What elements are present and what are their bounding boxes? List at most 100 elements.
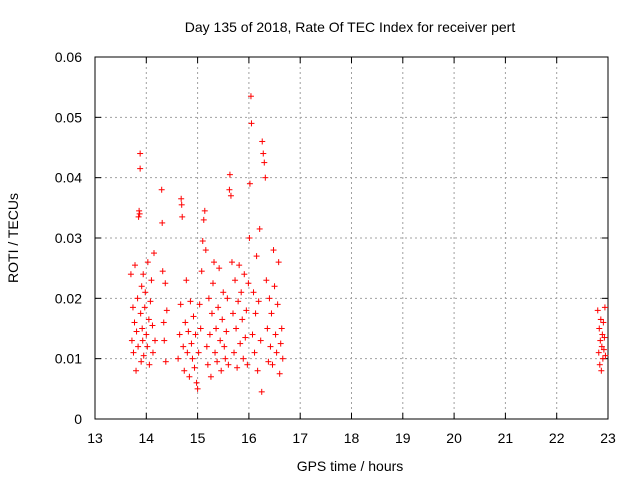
x-tick-label: 21 xyxy=(498,430,514,446)
x-tick-label: 15 xyxy=(190,430,206,446)
data-point xyxy=(224,295,231,302)
x-tick-label: 23 xyxy=(600,430,616,446)
data-point xyxy=(139,337,146,344)
data-point xyxy=(177,301,184,308)
data-point xyxy=(150,250,157,257)
data-point xyxy=(600,319,607,326)
data-point xyxy=(144,259,151,266)
data-point xyxy=(270,247,277,254)
data-point xyxy=(231,349,238,356)
data-point xyxy=(159,219,166,226)
y-tick-label: 0.01 xyxy=(55,351,82,367)
data-point xyxy=(256,225,263,232)
grid xyxy=(95,57,608,419)
data-point xyxy=(249,331,256,338)
data-point xyxy=(602,352,609,359)
data-point xyxy=(217,337,224,344)
data-point xyxy=(197,325,204,332)
data-point xyxy=(194,385,201,392)
data-point xyxy=(206,331,213,338)
y-axis-title: ROTI / TECUs xyxy=(5,193,21,283)
data-point xyxy=(594,307,601,314)
data-point xyxy=(137,310,144,317)
data-point xyxy=(145,316,152,323)
data-point xyxy=(131,319,138,326)
x-tick-label: 16 xyxy=(241,430,257,446)
data-point xyxy=(205,295,212,302)
x-tick-label: 13 xyxy=(87,430,103,446)
data-point xyxy=(237,340,244,347)
data-point xyxy=(220,289,227,296)
data-point xyxy=(279,355,286,362)
data-point xyxy=(152,337,159,344)
data-point xyxy=(196,301,203,308)
y-axis: 0 0.01 0.02 0.03 0.04 0.05 0.06 xyxy=(55,49,608,427)
data-point xyxy=(215,304,222,311)
data-point xyxy=(598,367,605,374)
data-point xyxy=(597,316,604,323)
data-point xyxy=(178,195,185,202)
y-tick-label: 0.06 xyxy=(55,49,82,65)
data-point xyxy=(198,268,205,275)
data-point xyxy=(227,192,234,199)
data-point xyxy=(211,259,218,266)
data-point xyxy=(179,213,186,220)
data-point xyxy=(199,238,206,245)
data-point xyxy=(208,310,215,317)
data-point xyxy=(267,343,274,350)
data-point xyxy=(232,277,239,284)
data-point xyxy=(258,388,265,395)
data-point xyxy=(247,93,254,100)
data-point xyxy=(600,346,607,353)
data-point xyxy=(193,379,200,386)
data-point xyxy=(214,358,221,365)
data-point xyxy=(596,361,603,368)
data-point xyxy=(132,262,139,269)
data-point xyxy=(134,295,141,302)
data-point xyxy=(254,367,261,374)
data-point xyxy=(218,367,225,374)
data-point xyxy=(181,367,188,374)
x-tick-label: 17 xyxy=(292,430,308,446)
data-point xyxy=(137,150,144,157)
data-point xyxy=(269,361,276,368)
data-point xyxy=(276,370,283,377)
y-tick-label: 0.02 xyxy=(55,290,82,306)
data-point xyxy=(275,259,282,266)
data-point xyxy=(133,367,140,374)
x-tick-label: 20 xyxy=(446,430,462,446)
data-point xyxy=(248,120,255,127)
data-point xyxy=(246,180,253,187)
data-point xyxy=(219,316,226,323)
data-point xyxy=(212,349,219,356)
data-point xyxy=(185,328,192,335)
data-point xyxy=(183,277,190,284)
data-point xyxy=(207,373,214,380)
data-point xyxy=(129,304,136,311)
data-point xyxy=(201,207,208,214)
data-point xyxy=(175,355,182,362)
data-point xyxy=(599,331,606,338)
data-point xyxy=(161,337,168,344)
chart-title: Day 135 of 2018, Rate Of TEC Index for r… xyxy=(185,19,516,35)
data-point xyxy=(147,298,154,305)
data-point xyxy=(235,298,242,305)
data-point xyxy=(223,328,230,335)
data-point xyxy=(143,331,150,338)
data-point xyxy=(225,361,232,368)
data-point xyxy=(191,364,198,371)
data-point xyxy=(259,138,266,145)
data-point xyxy=(188,340,195,347)
data-point xyxy=(127,271,134,278)
data-point xyxy=(192,331,199,338)
data-point xyxy=(599,355,606,362)
data-point xyxy=(264,325,271,332)
data-point xyxy=(238,289,245,296)
data-point xyxy=(146,361,153,368)
data-point xyxy=(135,343,142,350)
data-point xyxy=(216,265,223,272)
data-point xyxy=(596,325,603,332)
data-point xyxy=(202,247,209,254)
data-point xyxy=(190,313,197,320)
data-point xyxy=(148,277,155,284)
